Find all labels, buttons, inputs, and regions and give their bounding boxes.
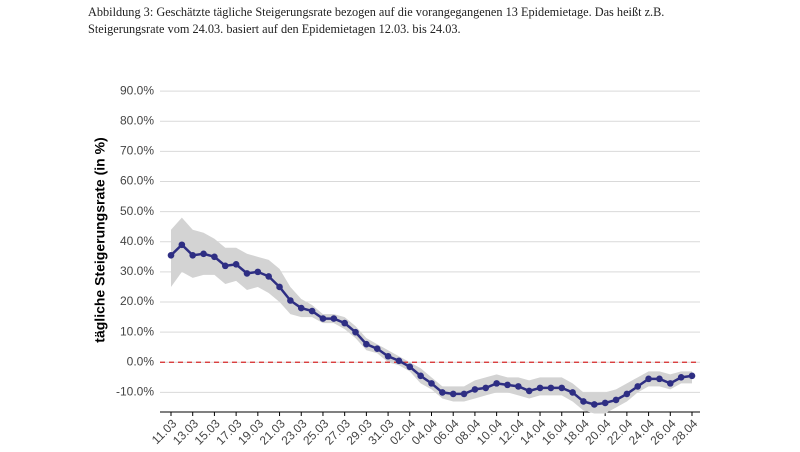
data-point bbox=[558, 384, 566, 392]
data-point bbox=[178, 241, 186, 249]
caption: Abbildung 3: Geschätzte tägliche Steiger… bbox=[88, 5, 665, 36]
data-point bbox=[504, 381, 511, 389]
data-point bbox=[276, 283, 283, 291]
y-tick-label: 70.0% bbox=[120, 144, 154, 158]
y-tick-label: 20.0% bbox=[120, 294, 154, 308]
data-point bbox=[167, 252, 175, 259]
data-point bbox=[221, 262, 229, 270]
data-point bbox=[254, 268, 262, 276]
y-tick-label: 10.0% bbox=[120, 324, 154, 338]
y-tick-label: 90.0% bbox=[120, 83, 154, 97]
data-point bbox=[634, 383, 642, 390]
data-point bbox=[580, 398, 587, 405]
x-tick-label: 28.04 bbox=[669, 416, 700, 447]
data-point bbox=[688, 372, 696, 380]
data-point bbox=[232, 261, 240, 268]
data-point bbox=[612, 396, 620, 404]
y-tick-label: 40.0% bbox=[120, 234, 154, 248]
y-tick-label: -10.0% bbox=[116, 385, 154, 399]
data-point bbox=[319, 315, 327, 322]
data-point bbox=[591, 401, 598, 408]
data-point bbox=[211, 253, 218, 261]
data-point bbox=[200, 250, 207, 258]
data-point bbox=[569, 389, 576, 396]
data-point bbox=[525, 387, 533, 395]
data-point bbox=[373, 345, 381, 353]
data-point bbox=[265, 273, 272, 280]
data-point bbox=[352, 328, 359, 336]
data-point bbox=[395, 357, 403, 365]
data-point bbox=[536, 384, 544, 392]
data-point bbox=[406, 363, 414, 371]
data-point bbox=[417, 372, 424, 380]
data-point bbox=[341, 319, 348, 327]
y-tick-label: 30.0% bbox=[120, 264, 154, 278]
data-point bbox=[384, 352, 392, 360]
data-point bbox=[601, 399, 609, 407]
data-point bbox=[677, 374, 685, 381]
data-point bbox=[547, 384, 555, 392]
data-point bbox=[308, 307, 316, 315]
data-point bbox=[243, 270, 251, 277]
data-point bbox=[666, 380, 674, 387]
y-tick-label: 0.0% bbox=[127, 354, 155, 368]
data-point bbox=[493, 380, 500, 387]
y-tick-label: 60.0% bbox=[120, 174, 154, 188]
data-point bbox=[623, 390, 631, 398]
data-point bbox=[439, 389, 446, 396]
y-tick-label: 50.0% bbox=[120, 204, 154, 218]
data-point bbox=[297, 304, 305, 312]
data-point bbox=[482, 384, 490, 392]
data-point bbox=[460, 390, 468, 398]
data-point bbox=[656, 375, 663, 383]
data-point bbox=[189, 252, 197, 259]
data-point bbox=[515, 383, 522, 390]
data-point bbox=[449, 390, 457, 398]
y-tick-label: 80.0% bbox=[120, 113, 154, 127]
data-point bbox=[330, 315, 338, 322]
y-axis-label: tägliche Steigerungsrate (in %) bbox=[92, 137, 108, 342]
data-point bbox=[363, 340, 370, 348]
data-point bbox=[287, 297, 294, 304]
data-point bbox=[471, 386, 479, 393]
data-point bbox=[645, 375, 652, 383]
data-point bbox=[428, 380, 435, 387]
